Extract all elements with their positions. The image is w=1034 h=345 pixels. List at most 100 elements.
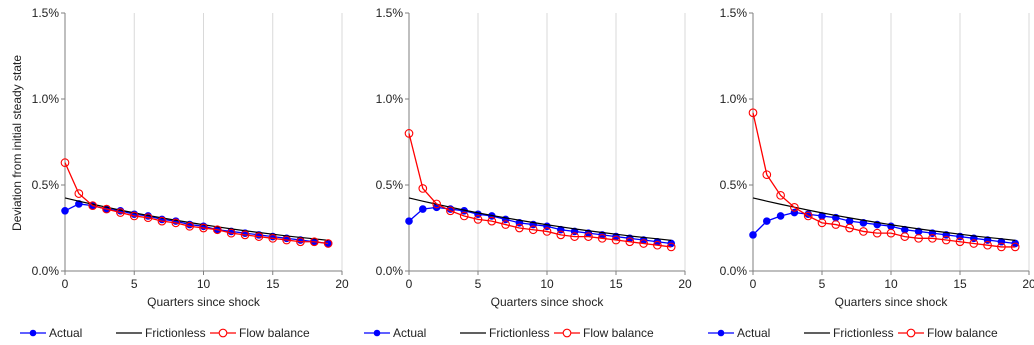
x-axis-title: Quarters since shock	[835, 295, 949, 309]
legend-label-flow-balance: Flow balance	[583, 326, 654, 340]
x-tick-label: 10	[884, 277, 898, 291]
y-tick-label: 1.5%	[720, 6, 748, 20]
data-point-flow-balance	[762, 170, 772, 180]
data-point-actual	[776, 212, 785, 220]
data-point-flow-balance	[418, 184, 428, 193]
data-point-flow-balance	[914, 233, 923, 243]
data-point-flow-balance	[213, 225, 222, 235]
x-tick-label: 15	[609, 277, 623, 291]
x-tick-label: 5	[131, 277, 138, 291]
data-point-flow-balance	[859, 227, 868, 236]
legend-label-flow-balance: Flow balance	[927, 326, 998, 340]
y-tick-label: 0.0%	[32, 264, 60, 278]
legend: Actual Frictionless Flow balance	[364, 326, 654, 340]
data-point-flow-balance	[790, 203, 799, 212]
data-point-flow-balance	[803, 211, 813, 221]
legend-label-frictionless: Frictionless	[833, 326, 894, 340]
data-point-flow-balance	[268, 233, 278, 243]
data-point-flow-balance	[817, 218, 827, 228]
data-point-flow-balance	[845, 223, 854, 233]
legend-marker-flow-balance	[218, 328, 228, 338]
legend: Actual Frictionless Flow balance	[708, 326, 998, 340]
data-point-flow-balance	[666, 242, 676, 252]
data-point-flow-balance	[776, 190, 785, 200]
y-tick-label: 0.0%	[376, 264, 404, 278]
y-tick-label: 1.5%	[376, 6, 404, 20]
data-point-flow-balance	[88, 201, 98, 210]
x-tick-label: 15	[266, 277, 280, 291]
data-point-flow-balance	[653, 240, 662, 250]
data-point-flow-balance	[597, 233, 607, 243]
legend-label-frictionless: Frictionless	[489, 326, 550, 340]
data-point-flow-balance	[102, 204, 111, 214]
data-point-flow-balance	[60, 158, 70, 167]
data-point-flow-balance	[157, 216, 167, 226]
data-point-actual	[61, 207, 69, 215]
data-point-flow-balance	[185, 221, 194, 231]
y-tick-label: 0.0%	[720, 264, 748, 278]
y-tick-label: 0.5%	[376, 178, 404, 192]
x-tick-label: 20	[335, 277, 349, 291]
data-point-flow-balance	[831, 220, 841, 229]
chart-panel-1: 0.0% 0.5% 1.0% 1.5% 0 5 10 15 20 Quarters since s…	[20, 6, 349, 340]
x-tick-label: 10	[197, 277, 211, 291]
data-point-actual	[763, 217, 771, 225]
data-point-flow-balance	[74, 189, 84, 198]
y-tick-label: 0.5%	[720, 178, 748, 192]
data-point-flow-balance	[515, 223, 524, 233]
data-point-flow-balance	[528, 225, 538, 235]
data-point-flow-balance	[748, 108, 758, 118]
x-tick-label: 0	[406, 277, 413, 291]
x-tick-label: 5	[819, 277, 826, 291]
x-tick-label: 0	[750, 277, 757, 291]
legend-marker-actual	[29, 329, 37, 337]
data-point-flow-balance	[542, 227, 552, 236]
data-point-flow-balance	[997, 242, 1006, 252]
data-point-flow-balance	[226, 228, 236, 238]
data-point-flow-balance	[116, 208, 125, 217]
y-tick-label: 1.5%	[32, 6, 60, 20]
data-point-flow-balance	[404, 129, 414, 138]
series-line-frictionless	[408, 197, 672, 241]
data-point-flow-balance	[584, 232, 593, 241]
y-tick-label: 0.5%	[32, 178, 60, 192]
data-point-flow-balance	[886, 228, 896, 238]
data-point-flow-balance	[254, 232, 264, 241]
x-tick-label: 15	[953, 277, 967, 291]
chart-panels: 0.0% 0.5% 1.0% 1.5% 0 5 10 15 20 Quarters since s…	[20, 6, 1034, 340]
data-point-flow-balance	[928, 233, 937, 243]
data-point-flow-balance	[432, 199, 441, 209]
data-point-flow-balance	[969, 239, 979, 248]
data-point-flow-balance	[941, 235, 951, 245]
series-line-flow-balance	[64, 162, 329, 245]
data-point-flow-balance	[900, 232, 910, 241]
data-point-flow-balance	[639, 239, 648, 248]
data-point-flow-balance	[143, 213, 153, 223]
data-point-flow-balance	[129, 211, 139, 221]
x-tick-label: 20	[678, 277, 692, 291]
data-point-flow-balance	[501, 220, 510, 229]
x-tick-label: 10	[540, 277, 554, 291]
legend: Actual Frictionless Flow balance	[20, 326, 310, 340]
x-axis-title: Quarters since shock	[147, 295, 261, 309]
data-point-flow-balance	[309, 237, 319, 247]
legend-marker-flow-balance	[562, 328, 572, 338]
data-point-flow-balance	[282, 235, 291, 245]
y-tick-label: 1.0%	[720, 92, 748, 106]
x-axis-title: Quarters since shock	[491, 295, 605, 309]
data-point-flow-balance	[556, 230, 566, 240]
data-point-flow-balance	[872, 228, 882, 238]
legend-marker-flow-balance	[906, 328, 916, 338]
data-point-flow-balance	[955, 237, 965, 247]
legend-label-flow-balance: Flow balance	[239, 326, 310, 340]
x-tick-label: 20	[1022, 277, 1034, 291]
data-point-flow-balance	[459, 211, 469, 221]
x-tick-label: 0	[62, 277, 69, 291]
data-point-actual	[859, 219, 868, 227]
data-point-flow-balance	[487, 216, 497, 226]
data-point-flow-balance	[983, 240, 992, 250]
x-tick-label: 5	[475, 277, 482, 291]
data-point-flow-balance	[296, 237, 305, 247]
series-line-flow-balance	[752, 112, 1016, 248]
